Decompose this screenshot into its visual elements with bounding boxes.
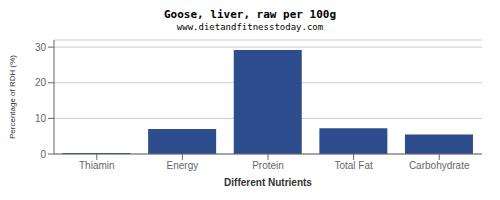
svg-text:30: 30 [35, 42, 47, 53]
svg-text:Different Nutrients: Different Nutrients [224, 177, 312, 188]
html-text:www.dietandfitnesstoday.com: www.dietandfitnesstoday.com [176, 22, 324, 32]
svg-text:Carbohydrate: Carbohydrate [409, 160, 470, 171]
svg-text:Protein: Protein [252, 160, 284, 171]
svg-text:Percentage of RDH (%): Percentage of RDH (%) [8, 55, 17, 139]
svg-text:Energy: Energy [167, 160, 199, 171]
svg-text:10: 10 [35, 113, 47, 124]
svg-text:Thiamin: Thiamin [79, 160, 115, 171]
svg-text:20: 20 [35, 77, 47, 88]
svg-text:Total Fat: Total Fat [334, 160, 373, 171]
svg-text:0: 0 [40, 149, 46, 160]
html-text:Goose, liver, raw per 100g: Goose, liver, raw per 100g [163, 8, 337, 21]
